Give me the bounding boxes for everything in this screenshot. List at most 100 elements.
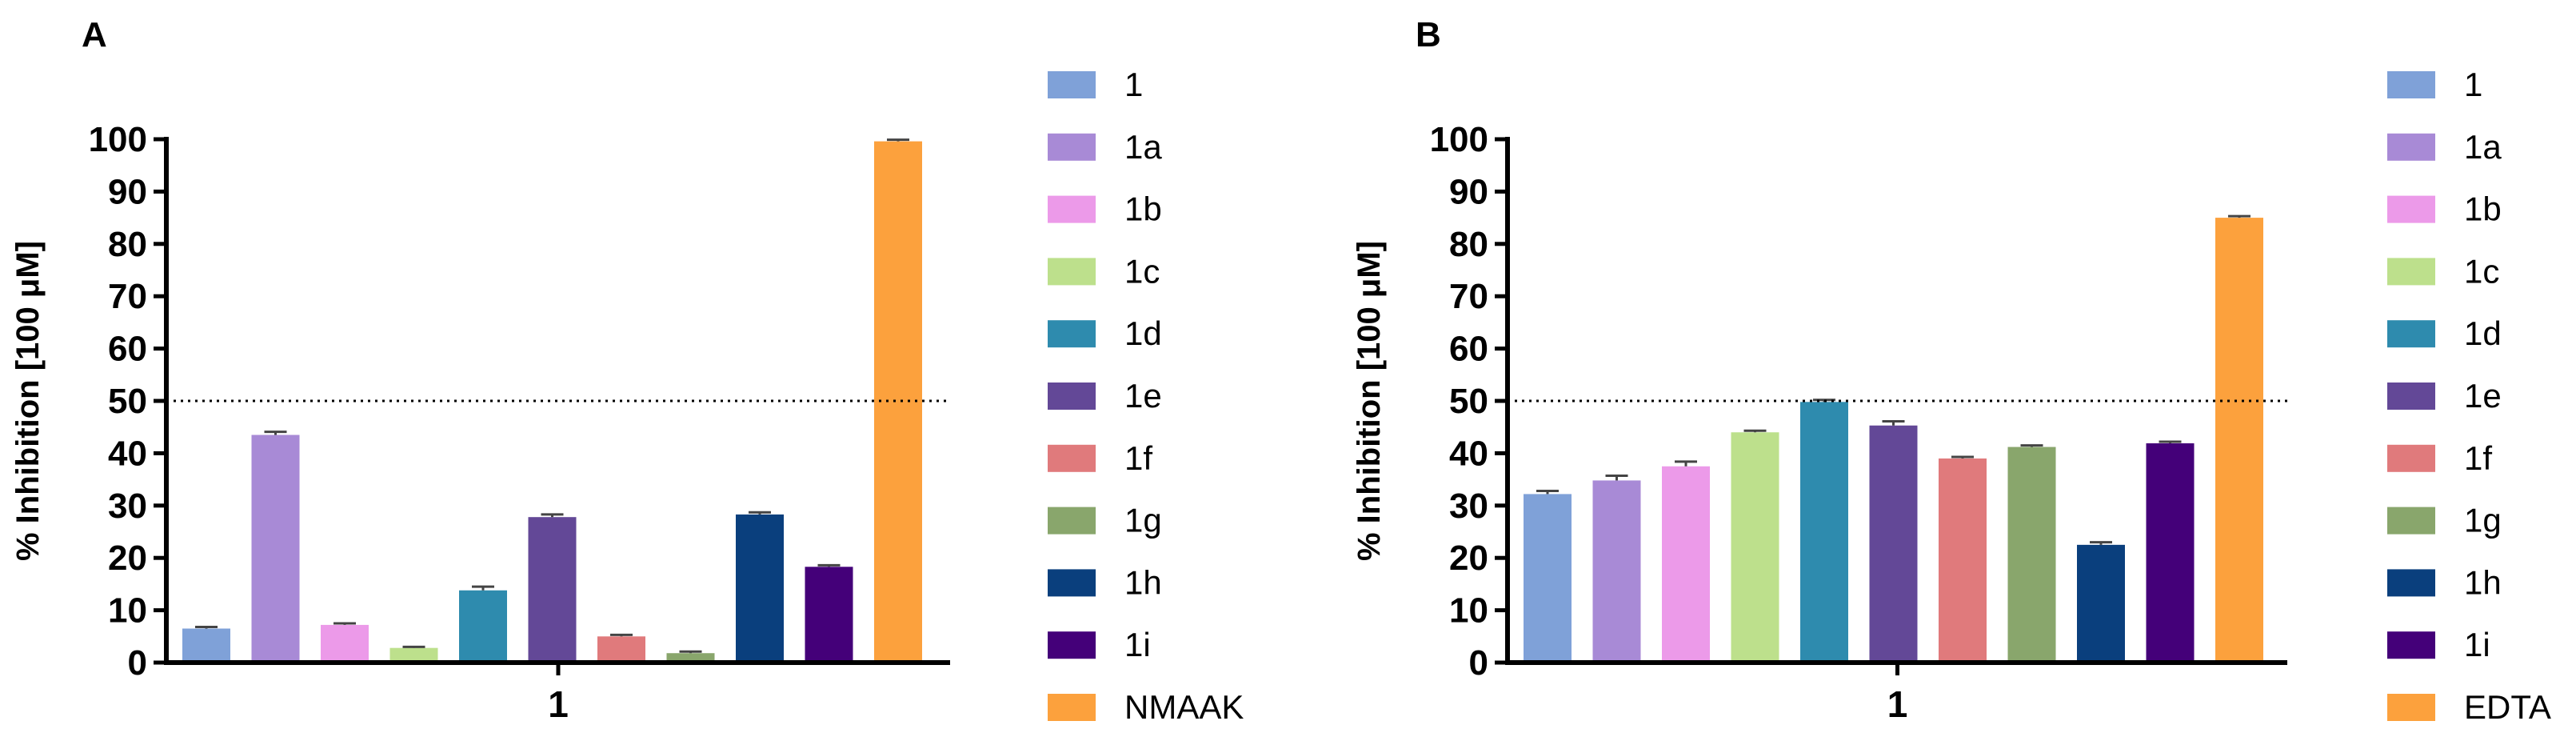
bar-edta — [2215, 218, 2263, 663]
legend-label-1e: 1e — [1124, 377, 1162, 415]
legend-swatch-1e — [2387, 383, 2435, 410]
y-tick-label: 20 — [1449, 539, 1488, 578]
panel-letter: A — [82, 15, 107, 54]
y-tick-label: 100 — [1430, 120, 1488, 159]
bar-1h — [736, 514, 784, 663]
bar-1e — [1869, 425, 1918, 663]
bar-1g — [666, 653, 715, 663]
legend-swatch-1d — [1048, 320, 1096, 348]
legend-swatch-1c — [1048, 258, 1096, 286]
legend-swatch-1g — [2387, 507, 2435, 535]
bar-1i — [805, 567, 853, 663]
legend-swatch-1c — [2387, 258, 2435, 286]
panel-letter: B — [1416, 15, 1441, 54]
legend-swatch-1a — [1048, 133, 1096, 161]
x-category-label: 1 — [548, 683, 569, 725]
legend-swatch-1 — [1048, 71, 1096, 98]
y-tick-label: 50 — [108, 382, 147, 421]
legend-swatch-1 — [2387, 71, 2435, 98]
bar-1h — [2077, 544, 2125, 663]
legend-swatch-1h — [1048, 569, 1096, 597]
legend-label-nmaak: NMAAK — [1124, 688, 1244, 726]
legend-label-1e: 1e — [2464, 377, 2502, 415]
legend-label-1b: 1b — [1124, 190, 1162, 228]
y-tick-label: 40 — [108, 434, 147, 473]
legend-label-1g: 1g — [2464, 502, 2502, 539]
legend-label-1h: 1h — [2464, 563, 2502, 601]
bar-1 — [1524, 494, 1572, 663]
bar-1g — [2007, 447, 2056, 663]
y-tick-label: 60 — [108, 330, 147, 369]
legend-label-1d: 1d — [1124, 314, 1162, 352]
legend-swatch-1f — [1048, 444, 1096, 472]
bar-1a — [251, 435, 300, 663]
y-tick-label: 30 — [108, 487, 147, 526]
bar-1d — [459, 590, 507, 663]
legend-label-1i: 1i — [1124, 626, 1151, 663]
legend-swatch-1b — [2387, 195, 2435, 223]
legend-label-1f: 1f — [2464, 439, 2492, 477]
y-tick-label: 70 — [1449, 277, 1488, 316]
legend: 1 1a 1b 1c 1d 1e 1f 1g 1h 1i EDTA — [2387, 66, 2551, 726]
bar-1f — [597, 636, 645, 663]
legend-label-1i: 1i — [2464, 626, 2490, 663]
bar-1b — [1662, 466, 1710, 663]
bar-nmaak — [874, 141, 922, 663]
y-tick-label: 90 — [1449, 172, 1488, 211]
x-category-label: 1 — [1887, 683, 1908, 725]
bar-1b — [321, 624, 369, 663]
y-tick-label: 0 — [128, 643, 147, 683]
legend-label-1c: 1c — [2464, 252, 2499, 290]
y-tick-label: 50 — [1449, 382, 1488, 421]
y-tick-label: 70 — [108, 277, 147, 316]
y-tick-label: 30 — [1449, 487, 1488, 526]
bar-1c — [389, 647, 438, 663]
legend-label-1h: 1h — [1124, 563, 1162, 601]
legend-swatch-1g — [1048, 507, 1096, 535]
legend-label-1g: 1g — [1124, 502, 1162, 539]
y-axis-label: % Inhibition [100 μM] — [10, 241, 46, 561]
bar-1c — [1731, 432, 1779, 663]
bar-1e — [528, 517, 577, 663]
chart-panel-b: B % Inhibition [100 μM] 0 10 20 30 40 50 60 70 80 9… — [1352, 15, 2551, 726]
bar-1d — [1800, 402, 1848, 663]
legend-swatch-1b — [1048, 195, 1096, 223]
y-tick-label: 90 — [108, 172, 147, 211]
legend-label-1a: 1a — [1124, 128, 1162, 166]
legend-swatch-1e — [1048, 383, 1096, 410]
y-tick-label: 40 — [1449, 434, 1488, 473]
legend-label-1: 1 — [1124, 66, 1143, 103]
legend-label-1f: 1f — [1124, 439, 1152, 477]
y-tick-label: 100 — [89, 120, 147, 159]
legend-swatch-nmaak — [1048, 694, 1096, 721]
legend-swatch-edta — [2387, 694, 2435, 721]
legend-swatch-1d — [2387, 320, 2435, 348]
legend-label-edta: EDTA — [2464, 688, 2551, 726]
legend-swatch-1f — [2387, 444, 2435, 472]
y-tick-label: 80 — [1449, 225, 1488, 264]
legend-label-1b: 1b — [2464, 190, 2502, 228]
legend-label-1c: 1c — [1124, 252, 1160, 290]
legend-label-1a: 1a — [2464, 128, 2502, 166]
legend: 1 1a 1b 1c 1d 1e 1f 1g 1h 1i NMAAK — [1048, 66, 1244, 726]
bar-1i — [2146, 443, 2195, 663]
legend-label-1d: 1d — [2464, 314, 2502, 352]
y-tick-label: 10 — [1449, 591, 1488, 631]
legend-swatch-1h — [2387, 569, 2435, 597]
y-tick-label: 60 — [1449, 330, 1488, 369]
y-axis-label: % Inhibition [100 μM] — [1352, 241, 1387, 561]
bar-1f — [1939, 458, 1987, 663]
legend-swatch-1i — [1048, 631, 1096, 659]
legend-swatch-1a — [2387, 133, 2435, 161]
legend-label-1: 1 — [2464, 66, 2482, 103]
y-tick-label: 10 — [108, 591, 147, 631]
legend-swatch-1i — [2387, 631, 2435, 659]
y-tick-label: 0 — [1469, 643, 1488, 683]
chart-panel-a: A % Inhibition [100 μM] 0 10 20 30 40 50 60 70 80 9… — [10, 15, 1244, 726]
y-tick-label: 20 — [108, 539, 147, 578]
bar-1 — [182, 628, 230, 663]
y-tick-label: 80 — [108, 225, 147, 264]
bar-1a — [1592, 480, 1641, 663]
